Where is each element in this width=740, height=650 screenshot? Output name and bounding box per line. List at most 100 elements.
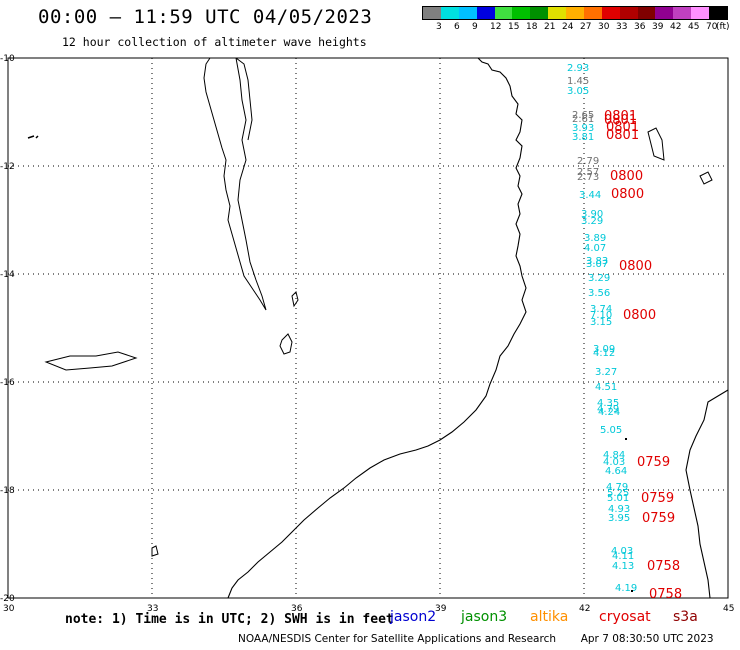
lat-label: -20 bbox=[0, 594, 15, 604]
track-value: 4.93 bbox=[608, 504, 630, 515]
footer-credit: NOAA/NESDIS Center for Satellite Applica… bbox=[238, 633, 714, 645]
legend-jason3: jason3 bbox=[461, 609, 508, 625]
legend-s3a: s3a bbox=[673, 609, 698, 625]
scale-label: 39 bbox=[652, 22, 664, 32]
time-label: 0800 bbox=[623, 308, 656, 323]
page-title: 00:00 – 11:59 UTC 04/05/2023 bbox=[38, 6, 373, 28]
time-label: 0801 bbox=[604, 113, 637, 128]
track-value: 3.29 bbox=[588, 273, 610, 284]
scale-label: 42 bbox=[670, 22, 682, 32]
scale-swatch bbox=[637, 7, 656, 19]
legend-altika: altika bbox=[530, 609, 569, 625]
lake-malawi bbox=[203, 57, 267, 311]
scale-swatch bbox=[476, 7, 495, 19]
scale-swatch bbox=[709, 7, 727, 19]
time-label: 0759 bbox=[641, 491, 674, 506]
scale-label: 21 bbox=[544, 22, 556, 32]
track-value: 3.56 bbox=[588, 288, 610, 299]
track-value: 3.09 bbox=[593, 344, 615, 355]
scale-swatch bbox=[423, 7, 441, 19]
comoros-island bbox=[699, 171, 713, 185]
lon-label: 39 bbox=[435, 604, 447, 614]
scale-swatch bbox=[458, 7, 477, 19]
scale-label: 18 bbox=[526, 22, 538, 32]
track-value: 4.35 bbox=[597, 398, 619, 409]
credit-text: NOAA/NESDIS Center for Satellite Applica… bbox=[238, 633, 556, 645]
scale-swatch bbox=[530, 7, 549, 19]
track-value: 2.73 bbox=[577, 172, 599, 183]
scale-label: 3 bbox=[436, 22, 442, 32]
track-marker bbox=[625, 438, 627, 440]
track-value: 4.13 bbox=[612, 561, 634, 572]
credit-timestamp: Apr 7 08:30:50 UTC 2023 bbox=[580, 633, 714, 645]
scale-label: 30 bbox=[598, 22, 610, 32]
lat-label: -16 bbox=[0, 378, 15, 388]
scale-label: 9 bbox=[472, 22, 478, 32]
comoros-island bbox=[647, 127, 665, 161]
track-value: 7.10 bbox=[590, 310, 612, 321]
time-label: 0758 bbox=[649, 587, 682, 602]
small-lake bbox=[151, 545, 159, 557]
scale-swatch bbox=[512, 7, 531, 19]
color-scale-bar bbox=[422, 6, 728, 20]
track-value: 4.12 bbox=[593, 348, 615, 359]
time-label: 0800 bbox=[610, 169, 643, 184]
lon-label: 30 bbox=[3, 604, 15, 614]
track-value: 4.19 bbox=[615, 583, 637, 594]
track-value: 1.45 bbox=[567, 76, 589, 87]
track-value: 3.07 bbox=[586, 259, 608, 270]
small-lake bbox=[27, 135, 39, 139]
small-lake bbox=[291, 291, 299, 308]
scale-label: 36 bbox=[634, 22, 646, 32]
lon-label: 42 bbox=[579, 604, 590, 614]
track-value: 3.15 bbox=[590, 317, 612, 328]
track-value: 5.25 bbox=[607, 488, 629, 499]
legend-note: note: 1) Time is in UTC; 2) SWH is in fe… bbox=[65, 612, 394, 627]
scale-swatch bbox=[548, 7, 566, 19]
lat-label: -12 bbox=[0, 162, 15, 172]
color-scale-labels: 3 6 9 12 15 18 21 24 27 30 33 36 39 42 45 70 (ft) bbox=[422, 22, 740, 34]
scale-label: 24 bbox=[562, 22, 574, 32]
time-label: 0801 bbox=[606, 128, 639, 143]
track-value: 2.79 bbox=[577, 156, 599, 167]
track-value: 3.29 bbox=[581, 216, 603, 227]
track-value: 5.01 bbox=[607, 493, 629, 504]
lake-chilwa bbox=[279, 333, 293, 355]
map-frame bbox=[7, 57, 729, 599]
scale-label: 70 bbox=[706, 22, 718, 32]
track-value: 3.05 bbox=[567, 86, 589, 97]
track-value: 3.95 bbox=[608, 513, 630, 524]
legend-jason2: jason2 bbox=[390, 609, 437, 625]
track-value: 3.83 bbox=[586, 256, 608, 267]
scale-label: 45 bbox=[688, 22, 700, 32]
scale-swatch bbox=[494, 7, 513, 19]
scale-label: 33 bbox=[616, 22, 628, 32]
scale-swatch bbox=[440, 7, 459, 19]
scale-label: 6 bbox=[454, 22, 460, 32]
page-subtitle: 12 hour collection of altimeter wave hei… bbox=[62, 35, 367, 49]
track-value: 3.90 bbox=[581, 209, 603, 220]
madagascar-coast bbox=[685, 389, 729, 599]
legend-cryosat: cryosat bbox=[599, 609, 651, 625]
scale-label: 27 bbox=[580, 22, 592, 32]
scale-label: 12 bbox=[490, 22, 502, 32]
time-label: 0759 bbox=[642, 511, 675, 526]
track-value: 4.11 bbox=[612, 551, 634, 562]
track-value: 2.65 bbox=[572, 110, 594, 121]
track-marker bbox=[631, 590, 633, 592]
lat-label: -14 bbox=[0, 270, 15, 280]
scale-swatch bbox=[583, 7, 602, 19]
time-label: 0801 bbox=[604, 109, 637, 124]
lon-label: 33 bbox=[147, 604, 158, 614]
lat-label: -10 bbox=[0, 54, 15, 64]
scale-swatch bbox=[601, 7, 620, 19]
track-value: 2.93 bbox=[567, 63, 589, 74]
track-value: 2.61 bbox=[572, 114, 594, 125]
scale-swatch bbox=[619, 7, 638, 19]
scale-swatch bbox=[655, 7, 674, 19]
track-value: 3.93 bbox=[572, 123, 594, 134]
track-value: 3.44 bbox=[579, 190, 601, 201]
track-value: 3.27 bbox=[595, 367, 617, 378]
time-label: 0800 bbox=[611, 187, 644, 202]
